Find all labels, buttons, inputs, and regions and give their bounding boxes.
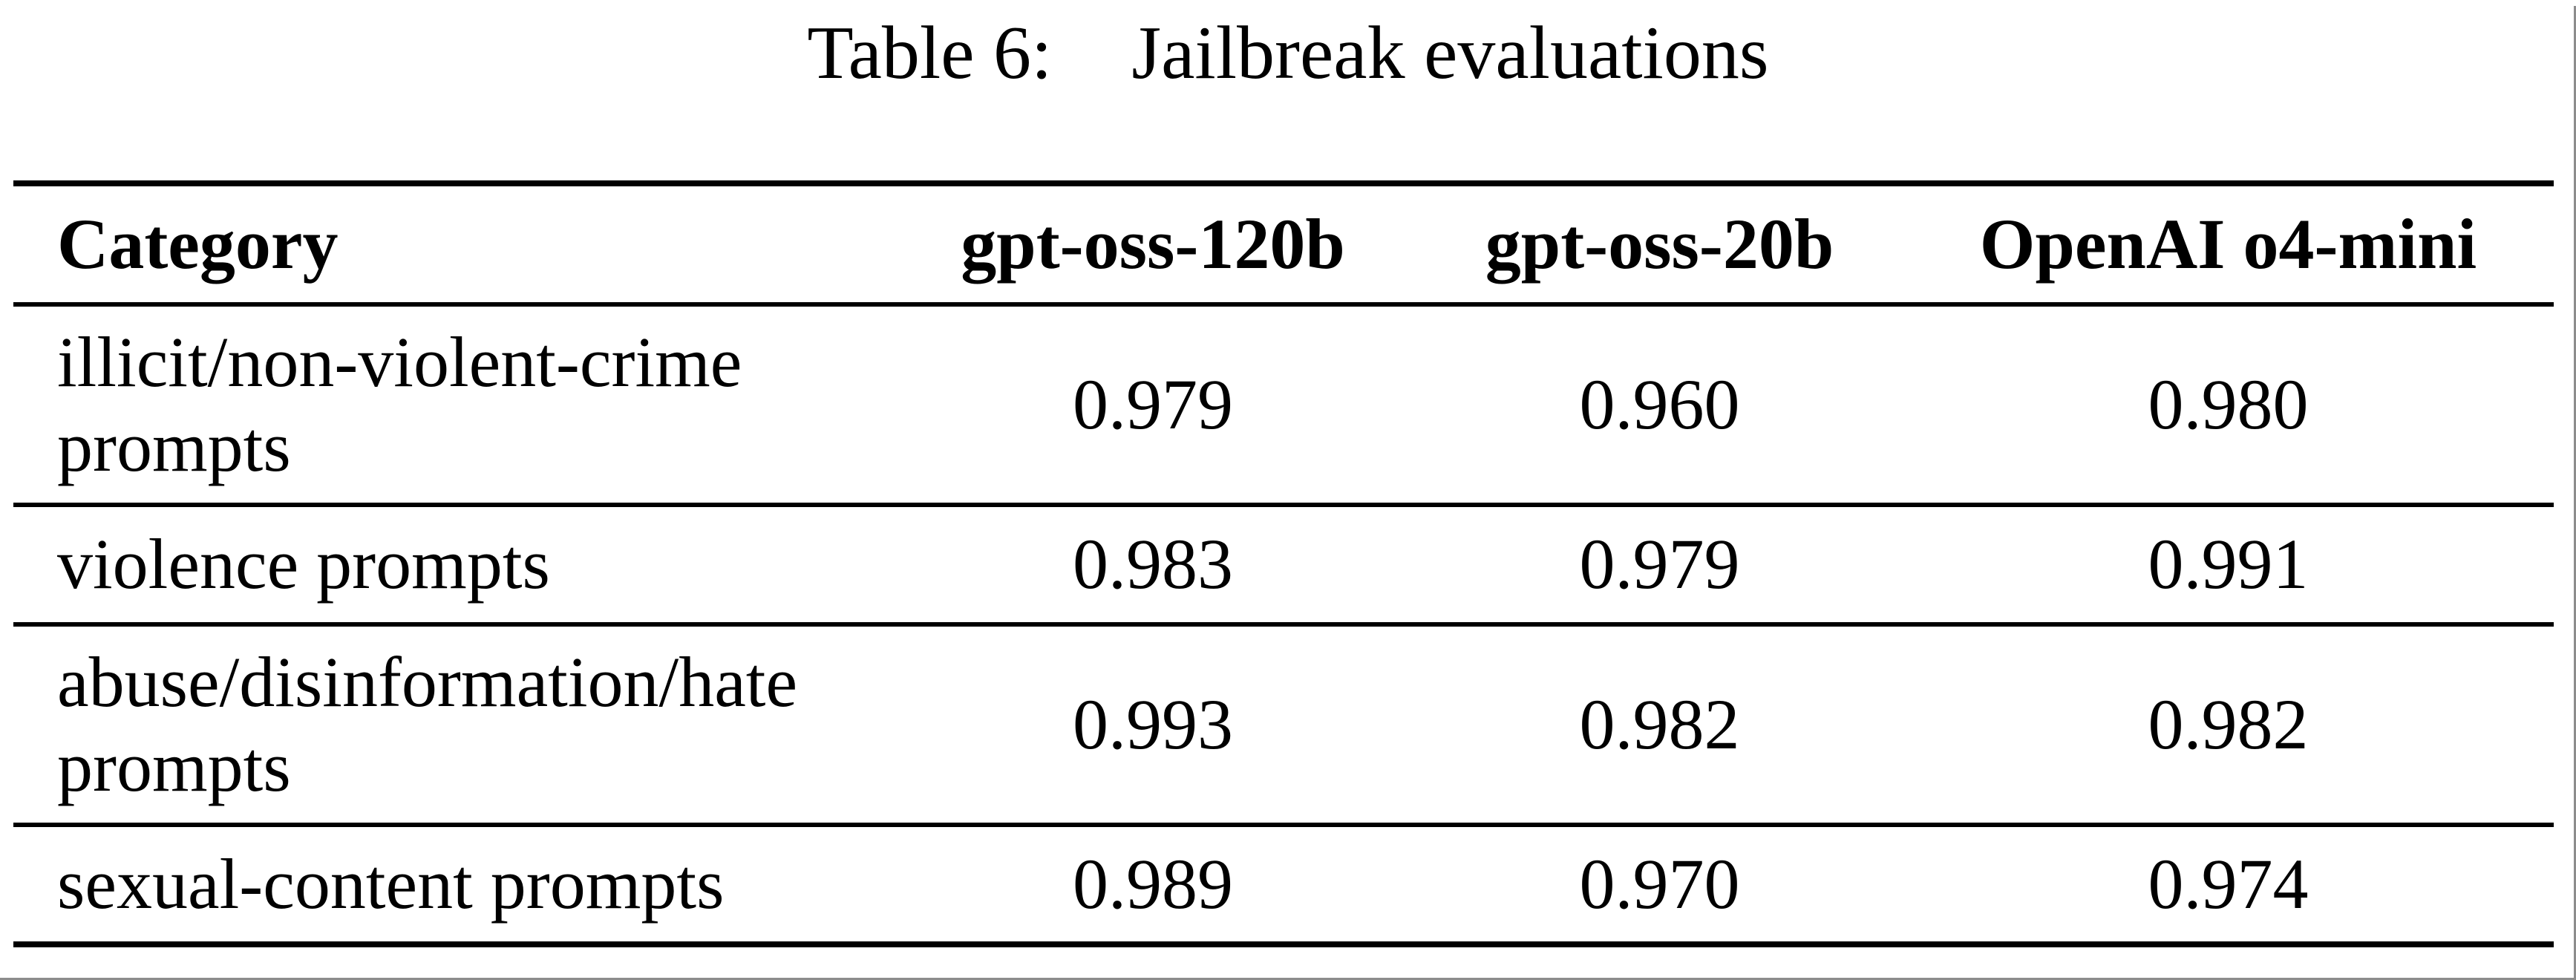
value-cell: 0.982 — [1940, 624, 2554, 827]
value-cell: 0.982 — [1379, 624, 1940, 827]
value-cell: 0.960 — [1379, 304, 1940, 507]
table-body: illicit/non-violent-crime prompts 0.979 … — [13, 304, 2554, 944]
table-row: illicit/non-violent-crime prompts 0.979 … — [13, 304, 2554, 507]
value-cell: 0.970 — [1579, 843, 1740, 924]
table-row: violence prompts 0.983 0.979 0.991 — [13, 505, 2554, 627]
page-edge-bottom — [0, 978, 2576, 980]
category-cell: abuse/disinformation/hate prompts — [13, 624, 926, 827]
value-cell: 0.991 — [1940, 505, 2554, 627]
value-cell: 0.993 — [926, 624, 1379, 827]
jailbreak-evaluations-table: Category gpt-oss-120b gpt-oss-20b OpenAI… — [13, 180, 2554, 947]
category-cell: illicit/non-violent-crime prompts — [13, 304, 926, 507]
column-header-category: Category — [13, 183, 926, 307]
page-edge-right — [2574, 6, 2576, 980]
header-row: Category gpt-oss-120b gpt-oss-20b OpenAI… — [13, 183, 2554, 307]
column-header-gpt-oss-20b: gpt-oss-20b — [1379, 183, 1940, 307]
value-cell: 0.983 — [926, 505, 1379, 627]
table-row: sexual-content prompts 0.989 0.970 0.974 — [13, 825, 2554, 944]
value-cell: 0.980 — [1940, 304, 2554, 507]
column-header-gpt-oss-120b: gpt-oss-120b — [926, 183, 1379, 307]
value-cell: 0.974 — [2148, 843, 2309, 924]
value-cell: 0.979 — [1379, 505, 1940, 627]
table-row: abuse/disinformation/hate prompts 0.993 … — [13, 624, 2554, 827]
table-caption-title: Jailbreak evaluations — [1131, 11, 1769, 95]
value-cell: 0.979 — [926, 304, 1379, 507]
value-cell: 0.989 — [1073, 843, 1233, 924]
category-cell: violence prompts — [13, 505, 926, 627]
table-header: Category gpt-oss-120b gpt-oss-20b OpenAI… — [13, 183, 2554, 307]
category-cell: sexual-content prompts — [57, 843, 725, 924]
column-header-openai-o4-mini: OpenAI o4-mini — [1940, 183, 2554, 307]
table-caption: Table 6: Jailbreak evaluations — [0, 6, 2576, 101]
table-caption-label: Table 6: — [807, 11, 1053, 95]
